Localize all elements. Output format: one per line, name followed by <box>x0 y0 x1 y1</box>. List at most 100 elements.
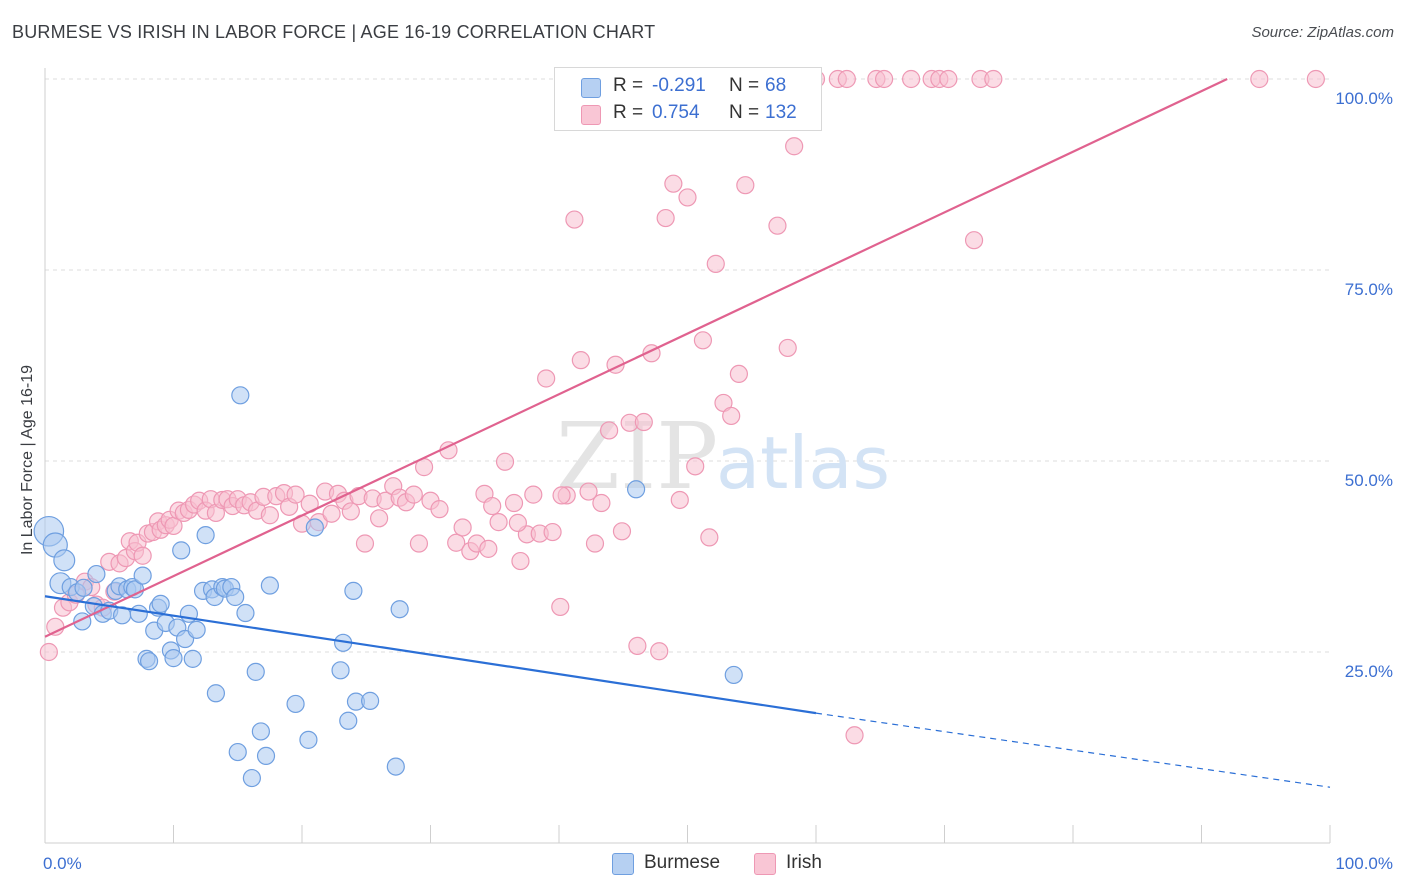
irish-point <box>447 533 466 552</box>
irish-point <box>656 208 675 228</box>
burmese-point <box>251 722 270 741</box>
burmese-point <box>87 564 106 584</box>
burmese-point <box>242 768 261 788</box>
irish-point <box>628 636 647 655</box>
irish-point <box>722 406 741 426</box>
irish-point <box>678 188 697 207</box>
burmese-point <box>386 757 405 776</box>
irish-point <box>370 509 389 528</box>
irish-point <box>133 546 152 565</box>
irish-point <box>504 493 524 513</box>
gridlines <box>45 78 1330 653</box>
irish-point <box>875 69 894 89</box>
x-tick-label: 0.0% <box>43 854 82 873</box>
irish-point <box>508 513 527 532</box>
burmese-point <box>724 665 743 685</box>
burmese-point <box>344 581 363 600</box>
legend-n-label: N = <box>729 75 760 96</box>
burmese-point <box>299 730 318 749</box>
legend-r-label: R = <box>613 75 644 96</box>
irish-point <box>355 534 375 553</box>
bottom-legend-label: Burmese <box>644 852 721 873</box>
burmese-point <box>256 746 276 766</box>
irish-point <box>634 412 653 432</box>
irish-point <box>1250 69 1269 89</box>
irish-point <box>453 518 472 537</box>
irish-point <box>495 452 515 471</box>
irish-point <box>901 69 921 89</box>
legend-r-label: R = <box>613 102 644 123</box>
irish-point <box>612 522 632 541</box>
irish-point <box>939 69 958 89</box>
burmese-trend-line <box>44 595 817 715</box>
burmese-point <box>183 649 202 668</box>
irish-point <box>322 504 341 523</box>
burmese-point <box>172 541 191 560</box>
burmese-point <box>331 661 350 680</box>
irish-point <box>670 490 689 510</box>
irish-point <box>579 482 598 501</box>
legend-n-value: 68 <box>765 75 787 96</box>
burmese-point <box>305 518 324 537</box>
irish-point <box>964 231 984 250</box>
irish-point <box>430 500 449 519</box>
irish-point <box>260 506 279 525</box>
bottom-legend-label: Irish <box>786 852 822 873</box>
irish-point <box>1306 69 1325 89</box>
burmese-point <box>226 587 245 607</box>
irish-points <box>39 69 1325 745</box>
burmese-point <box>129 604 148 623</box>
burmese-point <box>228 742 247 762</box>
burmese-swatch <box>612 853 634 875</box>
burmese-point <box>286 694 305 714</box>
irish-point <box>286 485 305 504</box>
burmese-point <box>187 620 206 639</box>
irish-point <box>778 338 797 358</box>
burmese-point <box>390 600 409 619</box>
burmese-point <box>260 576 279 595</box>
burmese-point <box>246 662 265 681</box>
y-tick-label: 50.0% <box>1345 471 1393 490</box>
burmese-point <box>361 691 380 710</box>
burmese-point <box>74 578 93 597</box>
trend-lines <box>44 78 1331 788</box>
burmese-point <box>231 386 250 405</box>
irish-point <box>552 486 571 505</box>
irish-point <box>39 642 58 662</box>
irish-point <box>650 642 669 661</box>
burmese-point <box>339 711 358 730</box>
irish-point <box>511 551 530 571</box>
burmese-point <box>236 603 255 623</box>
chart-source: Source: ZipAtlas.com <box>1251 24 1394 41</box>
x-tick-label: 100.0% <box>1335 854 1393 873</box>
irish-point <box>664 174 683 193</box>
irish-point <box>524 485 543 504</box>
irish-point <box>571 351 590 370</box>
legend-r-value: 0.754 <box>652 102 700 123</box>
legend-row-burmese: R = -0.291 N = 68 <box>555 74 821 100</box>
legend-r-value: -0.291 <box>652 75 706 96</box>
irish-point <box>341 502 360 521</box>
irish-point <box>729 364 749 384</box>
irish-point <box>565 210 584 229</box>
burmese-points <box>33 386 743 788</box>
irish-point <box>785 137 804 156</box>
irish-point <box>736 176 755 195</box>
axes <box>44 68 1331 844</box>
legend-row-irish: R = 0.754 N = 132 <box>555 101 821 127</box>
irish-point <box>845 726 864 745</box>
burmese-point <box>196 526 215 545</box>
legend-n-label: N = <box>729 102 760 123</box>
irish-point <box>404 485 423 504</box>
legend-n-value: 132 <box>765 102 797 123</box>
irish-point <box>479 539 498 558</box>
irish-point <box>700 528 719 547</box>
legend: R = -0.291 N = 68 R = 0.754 N = 132 <box>554 67 822 131</box>
burmese-point <box>626 480 646 499</box>
irish-point <box>768 216 787 235</box>
irish-swatch <box>754 853 776 875</box>
irish-point <box>551 597 570 617</box>
watermark-atlas: atlas <box>716 421 890 505</box>
irish-point <box>585 534 605 553</box>
